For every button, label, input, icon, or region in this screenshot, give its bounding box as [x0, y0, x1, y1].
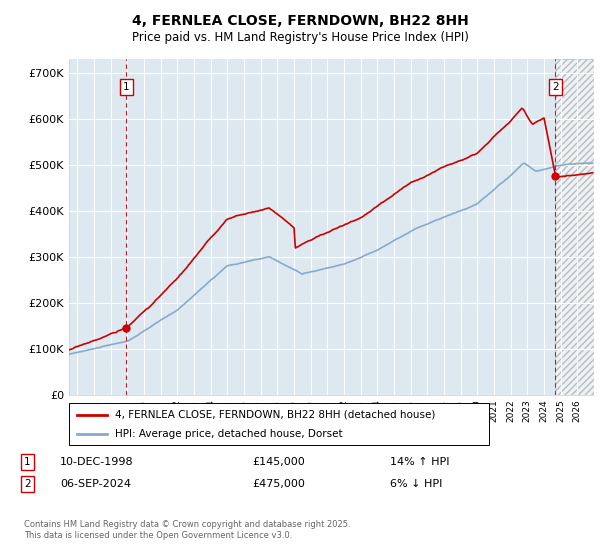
Text: Contains HM Land Registry data © Crown copyright and database right 2025.
This d: Contains HM Land Registry data © Crown c… — [24, 520, 350, 540]
Text: 4, FERNLEA CLOSE, FERNDOWN, BH22 8HH (detached house): 4, FERNLEA CLOSE, FERNDOWN, BH22 8HH (de… — [115, 410, 436, 420]
Text: 10-DEC-1998: 10-DEC-1998 — [60, 457, 134, 467]
FancyBboxPatch shape — [69, 403, 489, 445]
Text: Price paid vs. HM Land Registry's House Price Index (HPI): Price paid vs. HM Land Registry's House … — [131, 31, 469, 44]
Text: 2: 2 — [24, 479, 31, 489]
Text: £145,000: £145,000 — [252, 457, 305, 467]
Text: 1: 1 — [24, 457, 31, 467]
Text: 14% ↑ HPI: 14% ↑ HPI — [390, 457, 449, 467]
Text: 6% ↓ HPI: 6% ↓ HPI — [390, 479, 442, 489]
Text: HPI: Average price, detached house, Dorset: HPI: Average price, detached house, Dors… — [115, 430, 343, 439]
Text: 4, FERNLEA CLOSE, FERNDOWN, BH22 8HH: 4, FERNLEA CLOSE, FERNDOWN, BH22 8HH — [131, 14, 469, 28]
Text: 06-SEP-2024: 06-SEP-2024 — [60, 479, 131, 489]
Text: 1: 1 — [123, 82, 130, 92]
Text: £475,000: £475,000 — [252, 479, 305, 489]
Text: 2: 2 — [552, 82, 559, 92]
